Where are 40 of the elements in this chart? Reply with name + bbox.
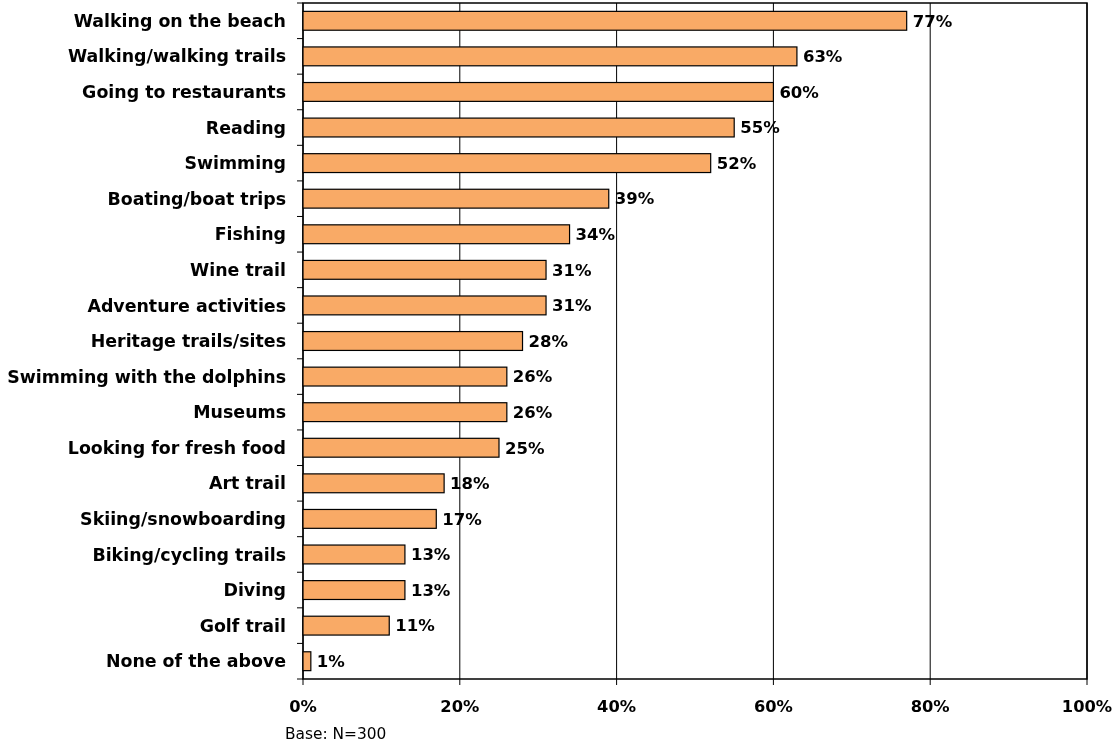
- x-tick-label: 100%: [1061, 697, 1113, 716]
- y-tick-label: Walking/walking trails: [67, 46, 286, 67]
- y-tick-label: Walking on the beach: [73, 10, 286, 31]
- y-tick-label: Biking/cycling trails: [92, 544, 286, 565]
- data-label: 28%: [528, 331, 569, 351]
- data-label: 25%: [505, 438, 545, 458]
- data-label: 13%: [410, 580, 451, 600]
- data-label: 13%: [410, 545, 451, 565]
- x-tick-label: 60%: [753, 697, 793, 716]
- y-tick-label: Art trail: [209, 473, 286, 494]
- y-tick-label: Swimming with the dolphins: [7, 366, 286, 387]
- data-label: 63%: [802, 47, 843, 67]
- x-tick-label: 0%: [289, 697, 317, 716]
- data-label: 60%: [779, 82, 820, 102]
- y-tick-label: Diving: [223, 580, 286, 601]
- data-label: 11%: [395, 616, 436, 636]
- y-tick-label: Adventure activities: [87, 295, 286, 316]
- y-tick-label: Going to restaurants: [82, 82, 286, 103]
- y-tick-label: Skiing/snowboarding: [80, 508, 286, 529]
- y-tick-label: Heritage trails/sites: [90, 331, 286, 352]
- data-label: 31%: [552, 296, 592, 316]
- x-tick-label: 80%: [910, 697, 950, 716]
- data-label: 52%: [716, 153, 757, 173]
- x-tick-label: 40%: [597, 697, 637, 716]
- data-label: 34%: [575, 225, 616, 245]
- text: Base: N=300: [285, 725, 387, 743]
- data-label: 26%: [512, 367, 553, 387]
- y-tick-label: Boating/boat trips: [107, 188, 286, 209]
- data-label: 31%: [552, 260, 592, 280]
- y-tick-label: Golf trail: [199, 615, 286, 636]
- y-tick-label: Museums: [193, 402, 286, 423]
- y-tick-label: Reading: [205, 117, 286, 138]
- y-tick-label: None of the above: [105, 651, 286, 672]
- y-tick-label: Swimming: [184, 153, 286, 174]
- y-tick-label: Fishing: [214, 224, 286, 245]
- data-label: 1%: [316, 651, 346, 671]
- x-tick-label: 20%: [440, 697, 480, 716]
- data-label: 26%: [512, 402, 553, 422]
- y-tick-label: Wine trail: [190, 259, 286, 280]
- y-tick-label: Looking for fresh food: [67, 437, 286, 458]
